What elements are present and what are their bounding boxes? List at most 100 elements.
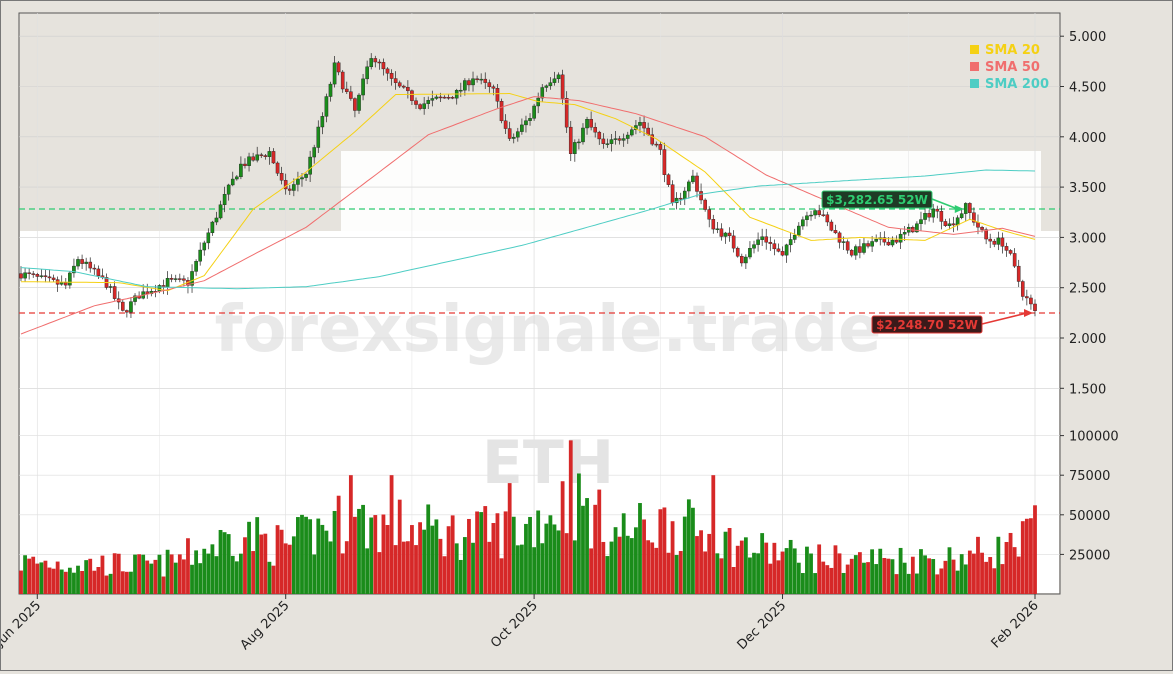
volume-bar <box>670 521 675 594</box>
candle-body <box>813 210 817 216</box>
volume-bar <box>55 561 60 594</box>
volume-bar <box>857 552 862 594</box>
candle-body <box>308 156 312 175</box>
volume-bar <box>393 545 398 594</box>
candle-body <box>1008 250 1013 254</box>
volume-bar <box>955 570 960 594</box>
candle-body <box>471 78 475 86</box>
volume-bar <box>625 535 630 594</box>
volume-bar <box>532 547 537 594</box>
candle-body <box>568 126 573 154</box>
candle-body <box>316 126 321 148</box>
candle-body <box>666 174 671 185</box>
candle-body <box>524 120 528 126</box>
volume-bar <box>931 559 936 594</box>
volume-bar <box>817 544 822 594</box>
volume-bar <box>1008 532 1013 594</box>
candle-body <box>760 236 764 240</box>
candle-body <box>214 217 219 223</box>
candle-body <box>552 78 557 83</box>
volume-bar <box>646 540 651 594</box>
volume-bar <box>833 545 838 594</box>
volume-bar <box>104 575 109 594</box>
volume-bar <box>194 550 199 594</box>
candle-body <box>35 274 40 277</box>
volume-bar <box>92 570 97 594</box>
candle-body <box>662 149 667 175</box>
volume-bar <box>328 541 333 594</box>
candle-body <box>287 188 292 191</box>
volume-bar <box>479 512 484 594</box>
volume-bar <box>967 550 972 594</box>
volume-bar <box>153 559 158 594</box>
volume-bar <box>291 536 296 594</box>
volume-bar <box>800 573 805 594</box>
legend-swatch-sma50 <box>970 62 979 71</box>
candle-body <box>894 239 899 243</box>
price-tick-label: 3.000 <box>1069 231 1106 246</box>
candle-body <box>483 78 488 83</box>
candle-body <box>438 96 443 99</box>
volume-bar <box>809 553 813 594</box>
volume-bar <box>601 541 606 594</box>
volume-bar <box>47 567 52 594</box>
candle-body <box>805 215 809 220</box>
volume-bar <box>927 558 932 594</box>
candle-body <box>809 214 813 217</box>
level-label-low: $2,248.70 52W <box>876 318 978 332</box>
candle-body <box>947 223 952 226</box>
candle-body <box>206 232 211 244</box>
symbol-watermark: ETH <box>482 428 614 498</box>
candle-body <box>125 310 129 313</box>
volume-bar <box>35 563 40 594</box>
candle-body <box>548 82 553 87</box>
time-tick-label: Dec 2025 <box>735 598 790 653</box>
candle-body <box>414 100 418 105</box>
candle-body <box>129 301 133 313</box>
candle-body <box>332 62 337 85</box>
volume-bar <box>149 563 154 594</box>
volume-bar <box>243 537 247 594</box>
candle-body <box>951 223 956 226</box>
volume-bar <box>947 547 952 594</box>
volume-bar <box>511 516 516 594</box>
volume-bar <box>344 541 349 594</box>
candle-body <box>886 241 891 246</box>
candle-body <box>112 286 117 299</box>
volume-bar <box>324 530 329 594</box>
volume-bar <box>255 517 260 594</box>
volume-bar <box>405 541 410 594</box>
candle-body <box>198 249 202 262</box>
candle-body <box>646 127 650 135</box>
candle-body <box>410 90 414 101</box>
candle-body <box>210 221 215 234</box>
candle-body <box>833 230 838 234</box>
candle-body <box>1029 297 1033 305</box>
candle-body <box>495 88 500 102</box>
candle-body <box>601 138 606 144</box>
candle-body <box>984 229 988 240</box>
volume-bar <box>634 527 638 594</box>
volume-bar <box>124 571 129 594</box>
candle-body <box>304 174 308 178</box>
candle-body <box>418 104 422 109</box>
volume-bar <box>902 562 907 594</box>
volume-bar <box>841 572 846 594</box>
volume-bar <box>976 536 980 594</box>
volume-tick-label: 100000 <box>1069 430 1119 445</box>
volume-bar <box>72 572 76 594</box>
price-tick-label: 1.500 <box>1069 382 1106 397</box>
volume-bar <box>137 554 141 594</box>
volume-bar <box>699 530 703 594</box>
candle-body <box>1025 296 1029 299</box>
volume-bar <box>845 564 850 594</box>
legend: SMA 20 SMA 50 SMA 200 <box>970 43 1049 92</box>
candle-body <box>353 98 357 111</box>
volume-bar <box>116 553 121 594</box>
candle-body <box>96 268 101 276</box>
volume-bar <box>169 554 174 594</box>
candle-body <box>678 197 683 200</box>
candle-body <box>88 261 93 269</box>
candle-body <box>503 120 508 129</box>
